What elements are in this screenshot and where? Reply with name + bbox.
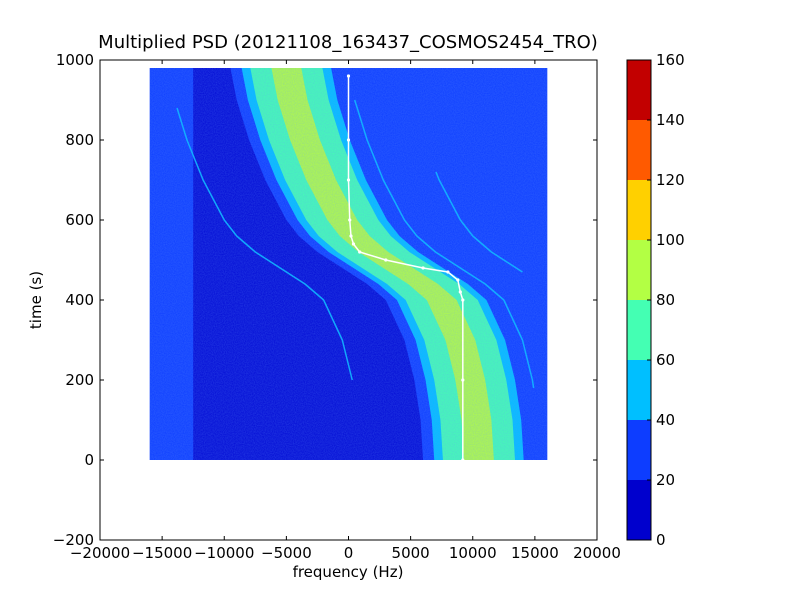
colorbar-segment <box>627 180 651 240</box>
white-trace-point <box>348 218 352 222</box>
colorbar-tick-label: 140 <box>656 111 685 129</box>
x-tick-label: 10000 <box>449 544 497 562</box>
white-trace <box>346 74 465 462</box>
plot-area <box>99 59 598 541</box>
x-tick-label: 0 <box>344 544 354 562</box>
x-tick-label: 15000 <box>511 544 559 562</box>
y-tick-label: −200 <box>53 531 94 549</box>
y-tick-label: 800 <box>65 131 94 149</box>
x-axis-label: frequency (Hz) <box>293 563 404 581</box>
colorbar-segment <box>627 480 651 540</box>
y-tick-label: 600 <box>65 211 94 229</box>
colorbar-segment <box>627 60 651 120</box>
white-trace-point <box>351 242 356 246</box>
x-tick-label: −15000 <box>132 544 192 562</box>
colorbar-tick-label: 20 <box>656 471 675 489</box>
white-trace-point <box>458 290 462 294</box>
x-tick-label: −20000 <box>70 544 130 562</box>
y-tick-label: 1000 <box>56 51 94 69</box>
white-trace-point <box>446 270 450 274</box>
psd-heatmap <box>149 68 548 460</box>
colorbar-tick-label: 80 <box>656 291 675 309</box>
x-tick-label: 5000 <box>392 544 430 562</box>
y-tick-label: 200 <box>65 371 94 389</box>
white-trace-point <box>349 234 353 238</box>
x-tick-label: −5000 <box>261 544 312 562</box>
x-axis: −20000 −15000 −10000 −5000 0 5000 10000 15000 20… <box>70 60 621 562</box>
x-tick-label: −10000 <box>194 544 254 562</box>
white-trace-point <box>456 278 460 282</box>
white-trace-point <box>461 298 465 302</box>
colorbar-tick-label: 60 <box>656 351 675 369</box>
white-trace-point <box>384 258 388 262</box>
white-trace-point <box>461 458 465 462</box>
y-axis: −200 0 200 400 600 800 1000 <box>53 51 597 549</box>
colorbar-tick-label: 0 <box>656 531 666 549</box>
white-trace-point <box>421 266 425 270</box>
white-trace-point <box>346 178 351 182</box>
white-trace-point <box>346 138 351 142</box>
white-trace-point <box>461 378 465 382</box>
colorbar-segment <box>627 120 651 180</box>
colorbar-segment <box>627 420 651 480</box>
white-trace-point <box>358 250 362 254</box>
colorbar-segment <box>627 300 651 360</box>
colorbar-tick-label: 40 <box>656 411 675 429</box>
x-tick-label: 20000 <box>573 544 621 562</box>
white-trace-point <box>346 74 351 78</box>
colorbar-tick-label: 160 <box>656 51 685 69</box>
colorbar: 0 20 40 60 80 100 120 140 160 <box>626 51 685 549</box>
colorbar-segment <box>627 240 651 300</box>
colorbar-segment <box>627 360 651 420</box>
chart-title: Multiplied PSD (20121108_163437_COSMOS24… <box>98 32 598 53</box>
y-axis-label: time (s) <box>27 271 45 329</box>
y-tick-label: 400 <box>65 291 94 309</box>
colorbar-tick-label: 120 <box>656 171 685 189</box>
colorbar-tick-label: 100 <box>656 231 685 249</box>
y-tick-label: 0 <box>84 451 94 469</box>
